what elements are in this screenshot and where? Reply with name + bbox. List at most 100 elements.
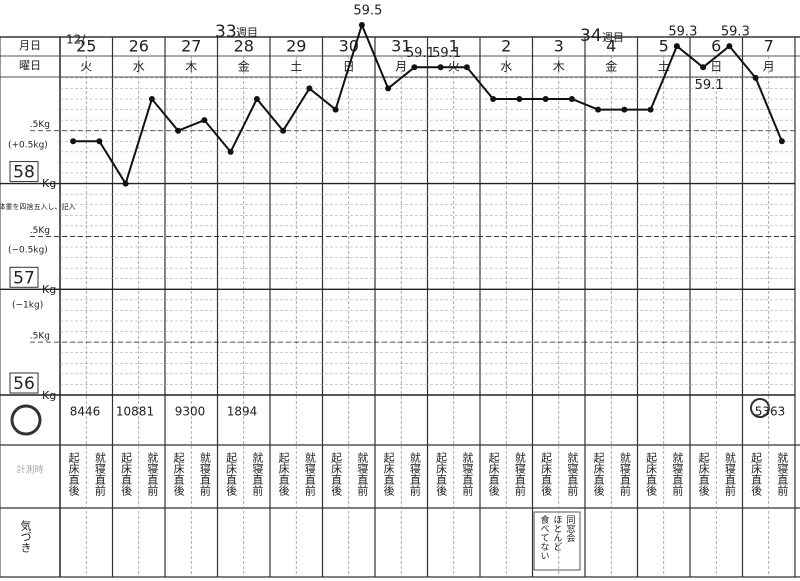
x-tick-label: 就寝直前 — [776, 451, 789, 497]
x-tick-label: 就寝直前 — [251, 451, 264, 497]
day: 3 — [554, 37, 564, 56]
weight-point — [70, 138, 77, 145]
weight-point — [175, 127, 182, 134]
step-count: 1894 — [227, 405, 258, 419]
weight-point — [542, 96, 549, 102]
x-tick-label: 起床直後 — [225, 452, 238, 496]
y-tick-label: .5Kg — [30, 226, 50, 236]
weight-point — [306, 85, 313, 92]
day: 31 — [391, 37, 411, 56]
memo: 食べてない — [539, 514, 550, 560]
x-tick-label: 起床直後 — [67, 452, 80, 496]
weekday: 火 — [80, 60, 92, 74]
x-tick-label: 就寝直前 — [198, 451, 211, 497]
x-tick-label: 就寝直前 — [356, 451, 369, 497]
weekday: 水 — [133, 60, 145, 74]
memo: 同窓会 — [565, 515, 576, 543]
weight-point — [490, 96, 497, 102]
weight-point — [437, 64, 444, 71]
weight-point — [96, 138, 103, 145]
weight-point — [595, 106, 602, 113]
weight-point — [148, 96, 155, 102]
x-tick-label: 起床直後 — [120, 452, 133, 496]
weight-line — [73, 22, 783, 186]
day: 2 — [501, 37, 511, 56]
record-label: 計測時 — [16, 464, 43, 476]
x-tick-label: 起床直後 — [277, 452, 290, 496]
weight-point — [778, 138, 785, 145]
offset-label: (−0.5kg) — [8, 246, 48, 256]
y-tick-label: 58 — [13, 163, 35, 183]
month: 12/ — [66, 33, 86, 47]
x-tick-label: 起床直後 — [435, 452, 448, 496]
x-tick-label: 就寝直前 — [671, 451, 684, 497]
y-tick-label: 57 — [13, 268, 35, 288]
weekday: 日 — [710, 60, 722, 74]
weight-point — [227, 148, 234, 155]
weight-point — [647, 106, 654, 113]
day: 26 — [129, 37, 149, 56]
weight-point — [726, 43, 733, 50]
week-label: 週目 — [236, 26, 258, 39]
weight-point — [332, 106, 339, 113]
x-tick-label: 就寝直前 — [303, 451, 316, 497]
weight-point — [621, 106, 628, 113]
tick-box — [9, 266, 39, 288]
weekday: 土 — [290, 60, 302, 74]
week-number: 33 — [215, 22, 237, 42]
weekday: 水 — [500, 60, 512, 74]
y-tick-label: .5Kg — [30, 120, 50, 130]
x-tick-label: 起床直後 — [645, 452, 658, 496]
x-tick-label: 起床直後 — [592, 452, 605, 496]
weight-point — [385, 85, 392, 92]
value-label: 59.5 — [353, 4, 382, 19]
weight-point — [752, 74, 759, 81]
weekday: 木 — [553, 60, 565, 74]
value-label: 59.1 — [432, 46, 461, 61]
step-count: 10881 — [116, 405, 154, 419]
weight-point — [358, 22, 365, 28]
weight-point — [673, 43, 680, 50]
x-tick-label: 就寝直前 — [566, 451, 579, 497]
day: 25 — [76, 37, 96, 56]
value-label: 59.3 — [668, 25, 697, 40]
x-tick-label: 就寝直前 — [461, 451, 474, 497]
weekday: 金 — [605, 59, 617, 74]
step-count: 8446 — [70, 405, 101, 419]
weight-point — [516, 96, 523, 102]
value-label: 59.3 — [721, 25, 750, 40]
x-tick-label: 就寝直前 — [93, 451, 106, 497]
value-label: 59.1 — [406, 46, 435, 61]
offset-label: (−1kg) — [12, 301, 43, 311]
tick-box — [9, 372, 39, 394]
day: 1 — [449, 37, 459, 56]
x-tick-label: 起床直後 — [487, 452, 500, 496]
day: 7 — [764, 37, 774, 56]
date-label: 月日 — [19, 39, 41, 52]
x-tick-label: 就寝直前 — [618, 451, 631, 497]
week-number: 34 — [580, 26, 602, 46]
step-count: 9300 — [175, 405, 206, 419]
weekday-label: 曜日 — [19, 59, 41, 72]
weight-point — [411, 64, 418, 71]
day: 6 — [711, 37, 721, 56]
value-label: 59.1 — [695, 78, 724, 93]
x-tick-label: 起床直後 — [540, 452, 553, 496]
day: 29 — [286, 37, 306, 56]
instruction: 今の体重を四捨五入し、記入 — [0, 202, 76, 211]
step-count: 5363 — [755, 405, 786, 419]
x-tick-label: 就寝直前 — [146, 451, 159, 497]
weight-point — [280, 127, 287, 134]
weight-point — [463, 64, 470, 71]
kizuki-label: 気づき — [19, 519, 32, 553]
x-tick-label: 就寝直前 — [513, 451, 526, 497]
day: 28 — [234, 37, 254, 56]
weight-point — [568, 96, 575, 102]
offset-label: (+0.5kg) — [8, 141, 48, 151]
memo-box — [533, 511, 581, 571]
weekday: 金 — [238, 59, 250, 74]
y-tick-label: .5Kg — [30, 332, 50, 342]
